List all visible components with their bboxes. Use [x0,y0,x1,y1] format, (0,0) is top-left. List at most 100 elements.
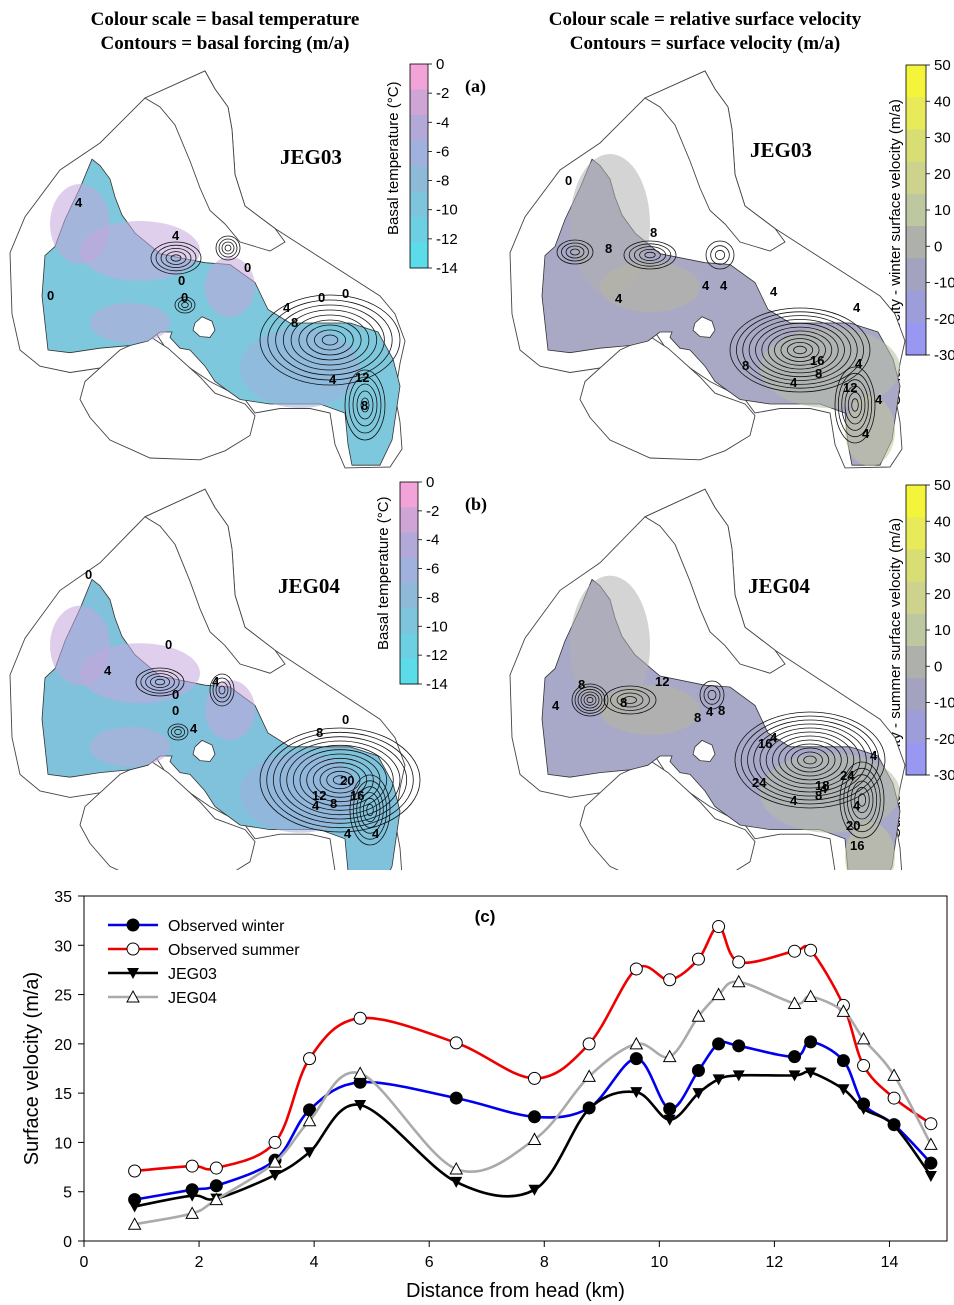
contour-line [154,678,166,686]
colorbar-temp-b-tick-label: -10 [426,618,448,635]
contour-line [734,711,886,809]
colour-patch [90,303,170,343]
contour-line [177,299,193,311]
legend: Observed winter Observed summer JEG03 JEG04 [108,918,300,1007]
data-point [449,1161,464,1175]
contour-label: 0 [342,286,349,301]
contour-label: 4 [702,278,710,293]
map-a-left-name: JEG03 [280,145,342,169]
contour-label: 4 [104,663,112,678]
data-point [711,987,726,1001]
contour-line [140,670,180,694]
data-point [732,1039,746,1053]
data-point [856,1031,871,1045]
colour-patch [80,221,200,281]
tributary-outline [144,488,286,674]
velocity-line-chart: 0 2 4 6 8 10 12 14 0 5 10 15 20 25 30 35 Distance from h… [21,889,948,1302]
panel-c-label: (c) [475,907,496,926]
contour-line [854,786,870,814]
contour-label: 4 [790,793,798,808]
colorbar-vel-a-band [906,161,926,195]
colorbar-temp-b-tick-label: -6 [426,561,439,578]
contour-line [282,309,378,371]
contour-line [221,241,235,255]
contour-line [616,692,644,708]
contour-line [150,241,202,275]
data-point [449,1036,463,1050]
contour-label: 16 [758,736,772,751]
data-point [836,1054,850,1068]
data-point [450,1176,463,1188]
contour-label: 4 [552,698,560,713]
contour-line [839,761,885,839]
data-point [804,943,818,957]
colorbar-temp-b-tick-label: -8 [426,589,439,606]
contour-label: 0 [318,290,325,305]
contour-line [356,390,374,420]
colorbar-vel-a-band [906,97,926,130]
contour-line [321,334,339,346]
contour-line [215,235,241,261]
contour-line [259,294,401,386]
contour-label: 0 [85,567,92,582]
legend-label: JEG03 [168,966,217,983]
colorbar-temp-a-band [410,140,428,167]
data-point [712,920,726,934]
y-tick-label: 30 [54,938,72,955]
contour-label: 4 [615,291,623,306]
contour-label: 8 [578,677,585,692]
legend-marker [126,918,140,932]
colorbar-temp-a-tick-label: -2 [436,85,449,102]
colorbar-temp-b-tick-label: -2 [426,503,439,520]
colour-patch [240,752,360,833]
contour-line [149,676,170,689]
lower-basin-outline [579,760,756,870]
map-b-left-name: JEG04 [278,574,340,598]
contour-line [759,727,861,793]
data-point [528,1184,541,1196]
colorbar-temp-a-tick-label: -10 [436,202,458,219]
data-point [731,974,746,988]
colorbar-temp-b-tick-label: -4 [426,532,439,549]
x-tick-label: 14 [881,1254,899,1271]
contour-line [275,304,385,376]
contour-line [360,397,370,413]
data-point [268,1155,282,1168]
colorbar-temp-a: 0 -2 -4 -6 -8 -10 -12 -14 [409,56,458,277]
colorbar-temp-b-band [400,507,418,534]
contour-line [266,731,414,829]
nunatak [692,739,716,762]
colorbar-temp-a-band [410,64,428,90]
contour-label: 8 [742,358,749,373]
contour-line [556,239,594,265]
data-point [712,1074,725,1086]
legend-marker [126,989,140,1003]
contour-label: 0 [47,288,54,303]
contour-label: 4 [875,392,883,407]
colour-patch [50,605,110,686]
legend-marker [126,942,140,956]
data-point [857,1059,871,1073]
colorbar-vel-a-band [906,129,926,163]
contour-label: 8 [330,796,337,811]
data-point [302,1113,317,1127]
contour-label: 4 [870,748,878,763]
contour-label: 4 [329,372,337,387]
y-tick-label: 25 [54,988,72,1005]
data-point [303,1052,317,1066]
colorbar-vel-a-band [906,193,926,227]
data-point [691,952,705,966]
colorbar-vel-b-band [906,710,926,744]
contour-line [155,244,197,272]
data-point [527,1110,541,1124]
lower-basin-outline [79,760,256,870]
y-tick-label: 10 [54,1135,72,1152]
nunatak [692,316,716,338]
contour-label: 4 [372,826,380,841]
contour-line [761,326,839,374]
contour-line [844,385,866,425]
data-point [663,1114,676,1126]
colorbar-temp-b: 0 -2 -4 -6 -8 -10 -12 -14 [399,474,448,693]
contour-label: 18 [815,778,829,793]
contour-line [707,689,717,701]
